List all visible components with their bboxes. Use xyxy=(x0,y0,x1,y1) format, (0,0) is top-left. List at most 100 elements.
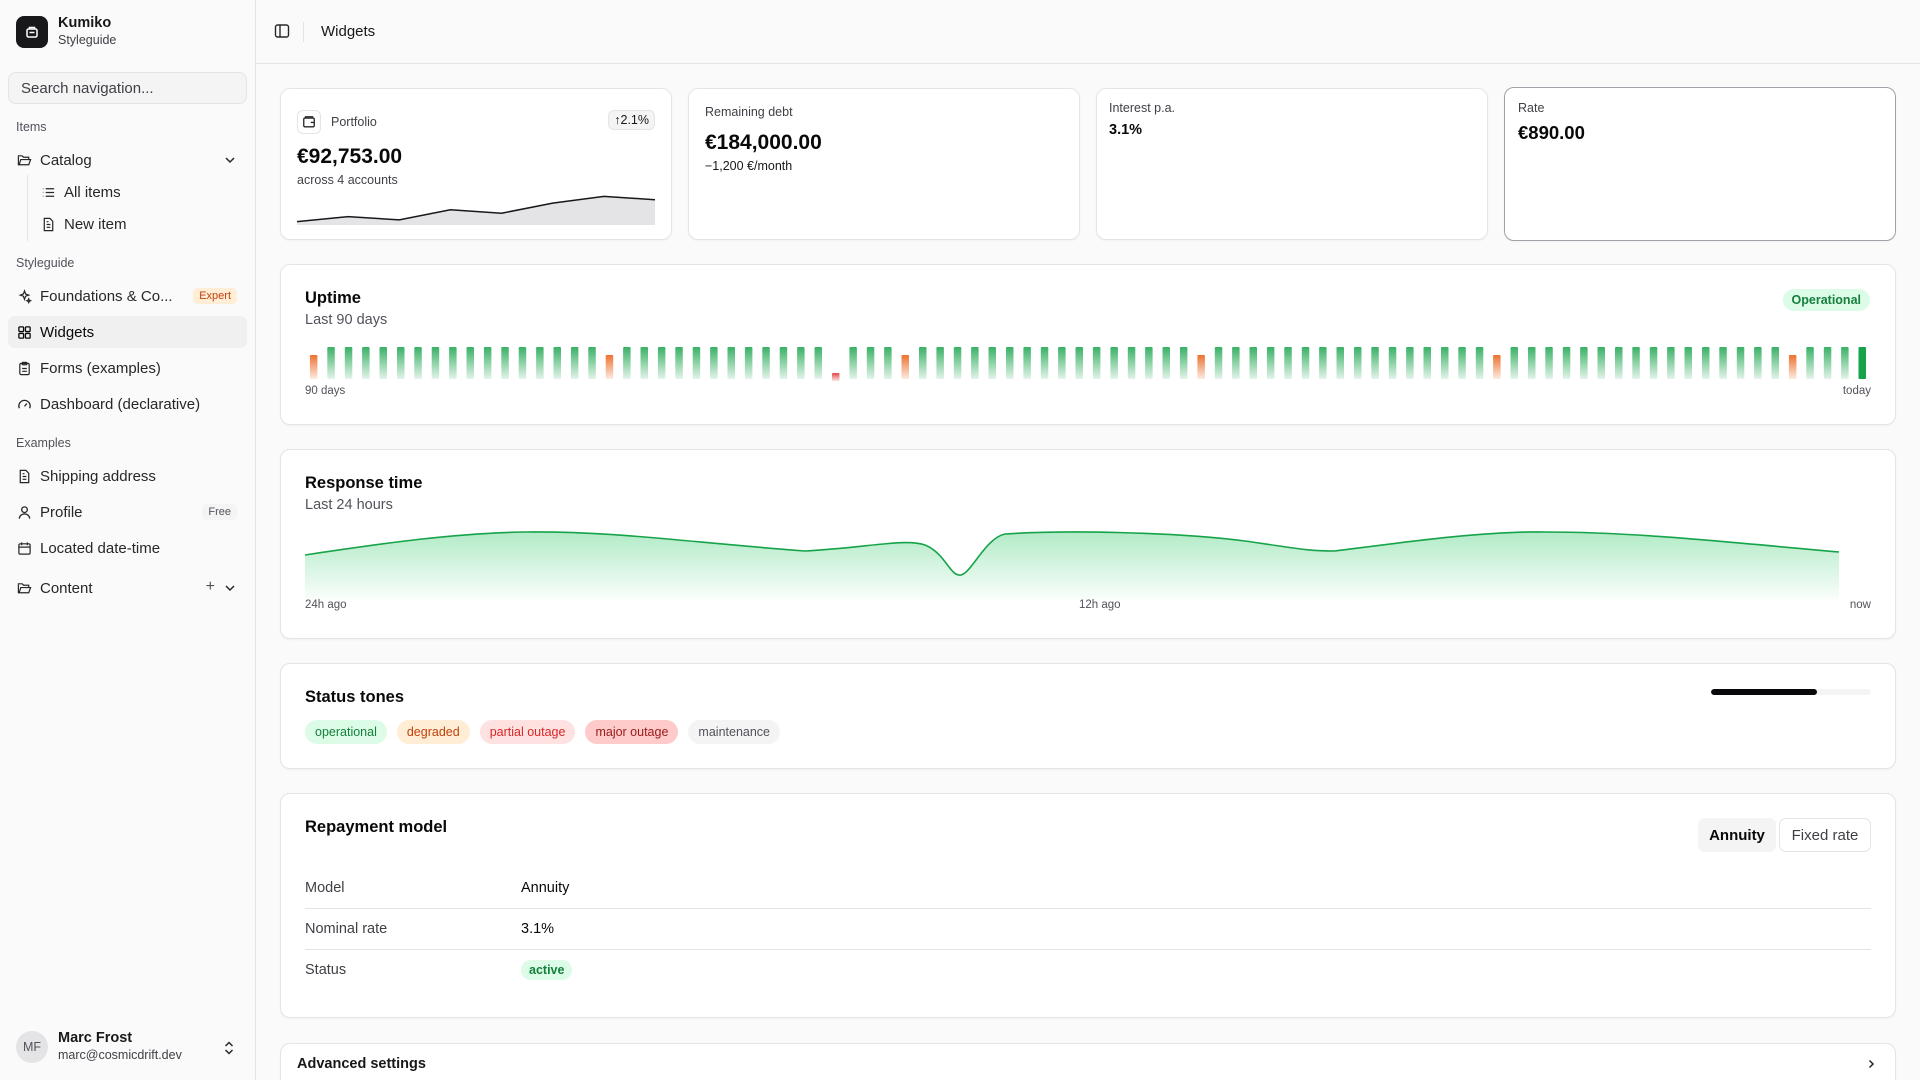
uptime-day-bar[interactable] xyxy=(1319,347,1327,379)
uptime-day-bar[interactable] xyxy=(936,347,944,379)
uptime-day-bar[interactable] xyxy=(570,347,579,379)
sidebar-item-new-item[interactable]: New item xyxy=(32,208,247,240)
uptime-day-bar[interactable] xyxy=(518,347,527,379)
uptime-day-bar[interactable] xyxy=(814,347,823,379)
sidebar-item-dashboard[interactable]: Dashboard (declarative) xyxy=(8,388,247,420)
uptime-day-bar[interactable] xyxy=(1249,347,1258,379)
uptime-day-bar[interactable] xyxy=(431,347,440,379)
uptime-day-bar[interactable] xyxy=(1162,347,1171,379)
sidebar-item-profile[interactable]: Profile Free xyxy=(8,496,247,528)
interest-card[interactable]: Interest p.a. 3.1% xyxy=(1096,88,1488,240)
uptime-day-bar[interactable] xyxy=(501,347,509,379)
uptime-day-bar[interactable] xyxy=(588,347,596,379)
chevrons-up-down-icon[interactable] xyxy=(222,1040,236,1056)
uptime-day-bar[interactable] xyxy=(1127,347,1136,379)
uptime-day-bar[interactable] xyxy=(727,347,736,379)
uptime-day-bar[interactable] xyxy=(1232,347,1240,379)
sidebar-item-foundations[interactable]: Foundations & Co... Expert xyxy=(8,280,247,312)
chevron-down-icon[interactable] xyxy=(223,153,237,167)
uptime-day-bar[interactable] xyxy=(1562,347,1571,379)
uptime-day-bar[interactable] xyxy=(449,347,457,379)
uptime-day-bar[interactable] xyxy=(988,347,997,379)
uptime-day-bar[interactable] xyxy=(1754,347,1762,379)
uptime-day-bar[interactable] xyxy=(623,347,631,379)
uptime-day-bar[interactable] xyxy=(1458,347,1466,379)
uptime-day-bar[interactable] xyxy=(327,347,335,379)
uptime-day-bar[interactable] xyxy=(1736,347,1745,379)
search-input[interactable] xyxy=(8,72,247,104)
uptime-day-bar[interactable] xyxy=(344,347,353,379)
sidebar-toggle-icon[interactable] xyxy=(274,23,290,39)
uptime-day-bar[interactable] xyxy=(1667,347,1675,379)
uptime-day-bar[interactable] xyxy=(1371,347,1379,379)
uptime-day-bar[interactable] xyxy=(640,347,649,379)
uptime-day-bar[interactable] xyxy=(1179,347,1188,379)
uptime-day-bar[interactable] xyxy=(1406,347,1414,379)
sidebar-item-content[interactable]: Content + xyxy=(8,572,247,604)
uptime-day-bar[interactable] xyxy=(1858,347,1867,379)
uptime-day-bar[interactable] xyxy=(1702,347,1710,379)
uptime-day-bar[interactable] xyxy=(1006,347,1014,379)
uptime-day-bar[interactable] xyxy=(1040,347,1049,379)
uptime-day-bar[interactable] xyxy=(1771,347,1780,379)
uptime-day-bar[interactable] xyxy=(1092,347,1101,379)
uptime-day-bar[interactable] xyxy=(1214,347,1223,379)
uptime-day-bar[interactable] xyxy=(1145,347,1153,379)
uptime-day-bar[interactable] xyxy=(379,347,388,379)
uptime-day-bar[interactable] xyxy=(1336,347,1345,379)
sidebar-item-catalog[interactable]: Catalog xyxy=(8,144,247,176)
sidebar-item-forms[interactable]: Forms (examples) xyxy=(8,352,247,384)
uptime-day-bar[interactable] xyxy=(1110,347,1118,379)
uptime-day-bar[interactable] xyxy=(1823,347,1832,379)
uptime-day-bar[interactable] xyxy=(971,347,979,379)
uptime-day-bar[interactable] xyxy=(1423,347,1432,379)
uptime-day-bar[interactable] xyxy=(675,347,683,379)
uptime-day-bar[interactable] xyxy=(1684,347,1693,379)
uptime-day-bar[interactable] xyxy=(1266,347,1275,379)
uptime-day-bar[interactable] xyxy=(832,373,840,381)
uptime-day-bar[interactable] xyxy=(710,347,718,379)
uptime-day-bar[interactable] xyxy=(744,347,753,379)
uptime-day-bar[interactable] xyxy=(762,347,770,379)
uptime-day-bar[interactable] xyxy=(1058,347,1066,379)
uptime-day-bar[interactable] xyxy=(1806,347,1814,379)
uptime-day-bar[interactable] xyxy=(1354,347,1362,379)
uptime-day-bar[interactable] xyxy=(1632,347,1640,379)
uptime-day-bar[interactable] xyxy=(1545,347,1553,379)
uptime-day-bar[interactable] xyxy=(1493,355,1501,379)
uptime-day-bar[interactable] xyxy=(1788,355,1797,379)
brand[interactable]: Kumiko Styleguide xyxy=(16,15,116,48)
sidebar-item-all-items[interactable]: All items xyxy=(32,176,247,208)
uptime-day-bar[interactable] xyxy=(692,347,701,379)
remaining-debt-card[interactable]: Remaining debt €184,000.00 −1,200 €/mont… xyxy=(688,88,1080,240)
uptime-day-bar[interactable] xyxy=(1441,347,1449,379)
uptime-day-bar[interactable] xyxy=(1023,347,1031,379)
uptime-day-bar[interactable] xyxy=(1597,347,1606,379)
uptime-day-bar[interactable] xyxy=(657,347,666,379)
uptime-day-bar[interactable] xyxy=(849,347,857,379)
segment-annuity[interactable]: Annuity xyxy=(1698,818,1776,852)
advanced-settings-collapsible[interactable]: Advanced settings xyxy=(280,1043,1896,1080)
uptime-day-bar[interactable] xyxy=(1580,347,1588,379)
uptime-day-bar[interactable] xyxy=(397,347,405,379)
chevron-down-icon[interactable] xyxy=(223,581,237,595)
uptime-day-bar[interactable] xyxy=(1284,347,1292,379)
uptime-day-bar[interactable] xyxy=(1075,347,1084,379)
uptime-day-bar[interactable] xyxy=(536,347,544,379)
uptime-day-bar[interactable] xyxy=(1528,347,1536,379)
uptime-day-bar[interactable] xyxy=(414,347,422,379)
uptime-day-bar[interactable] xyxy=(866,347,875,379)
uptime-day-bar[interactable] xyxy=(362,347,370,379)
portfolio-card[interactable]: Portfolio ↑2.1% €92,753.00 across 4 acco… xyxy=(280,88,672,240)
uptime-day-bar[interactable] xyxy=(1301,347,1310,379)
rate-card[interactable]: Rate €890.00 xyxy=(1504,87,1896,241)
uptime-day-bar[interactable] xyxy=(483,347,492,379)
uptime-day-bar[interactable] xyxy=(309,355,318,379)
uptime-day-bar[interactable] xyxy=(953,347,962,379)
uptime-day-bar[interactable] xyxy=(901,355,910,379)
uptime-day-bar[interactable] xyxy=(779,347,788,379)
uptime-day-bar[interactable] xyxy=(466,347,475,379)
uptime-day-bar[interactable] xyxy=(884,347,892,379)
uptime-day-bar[interactable] xyxy=(919,347,927,379)
sidebar-item-widgets[interactable]: Widgets xyxy=(8,316,247,348)
